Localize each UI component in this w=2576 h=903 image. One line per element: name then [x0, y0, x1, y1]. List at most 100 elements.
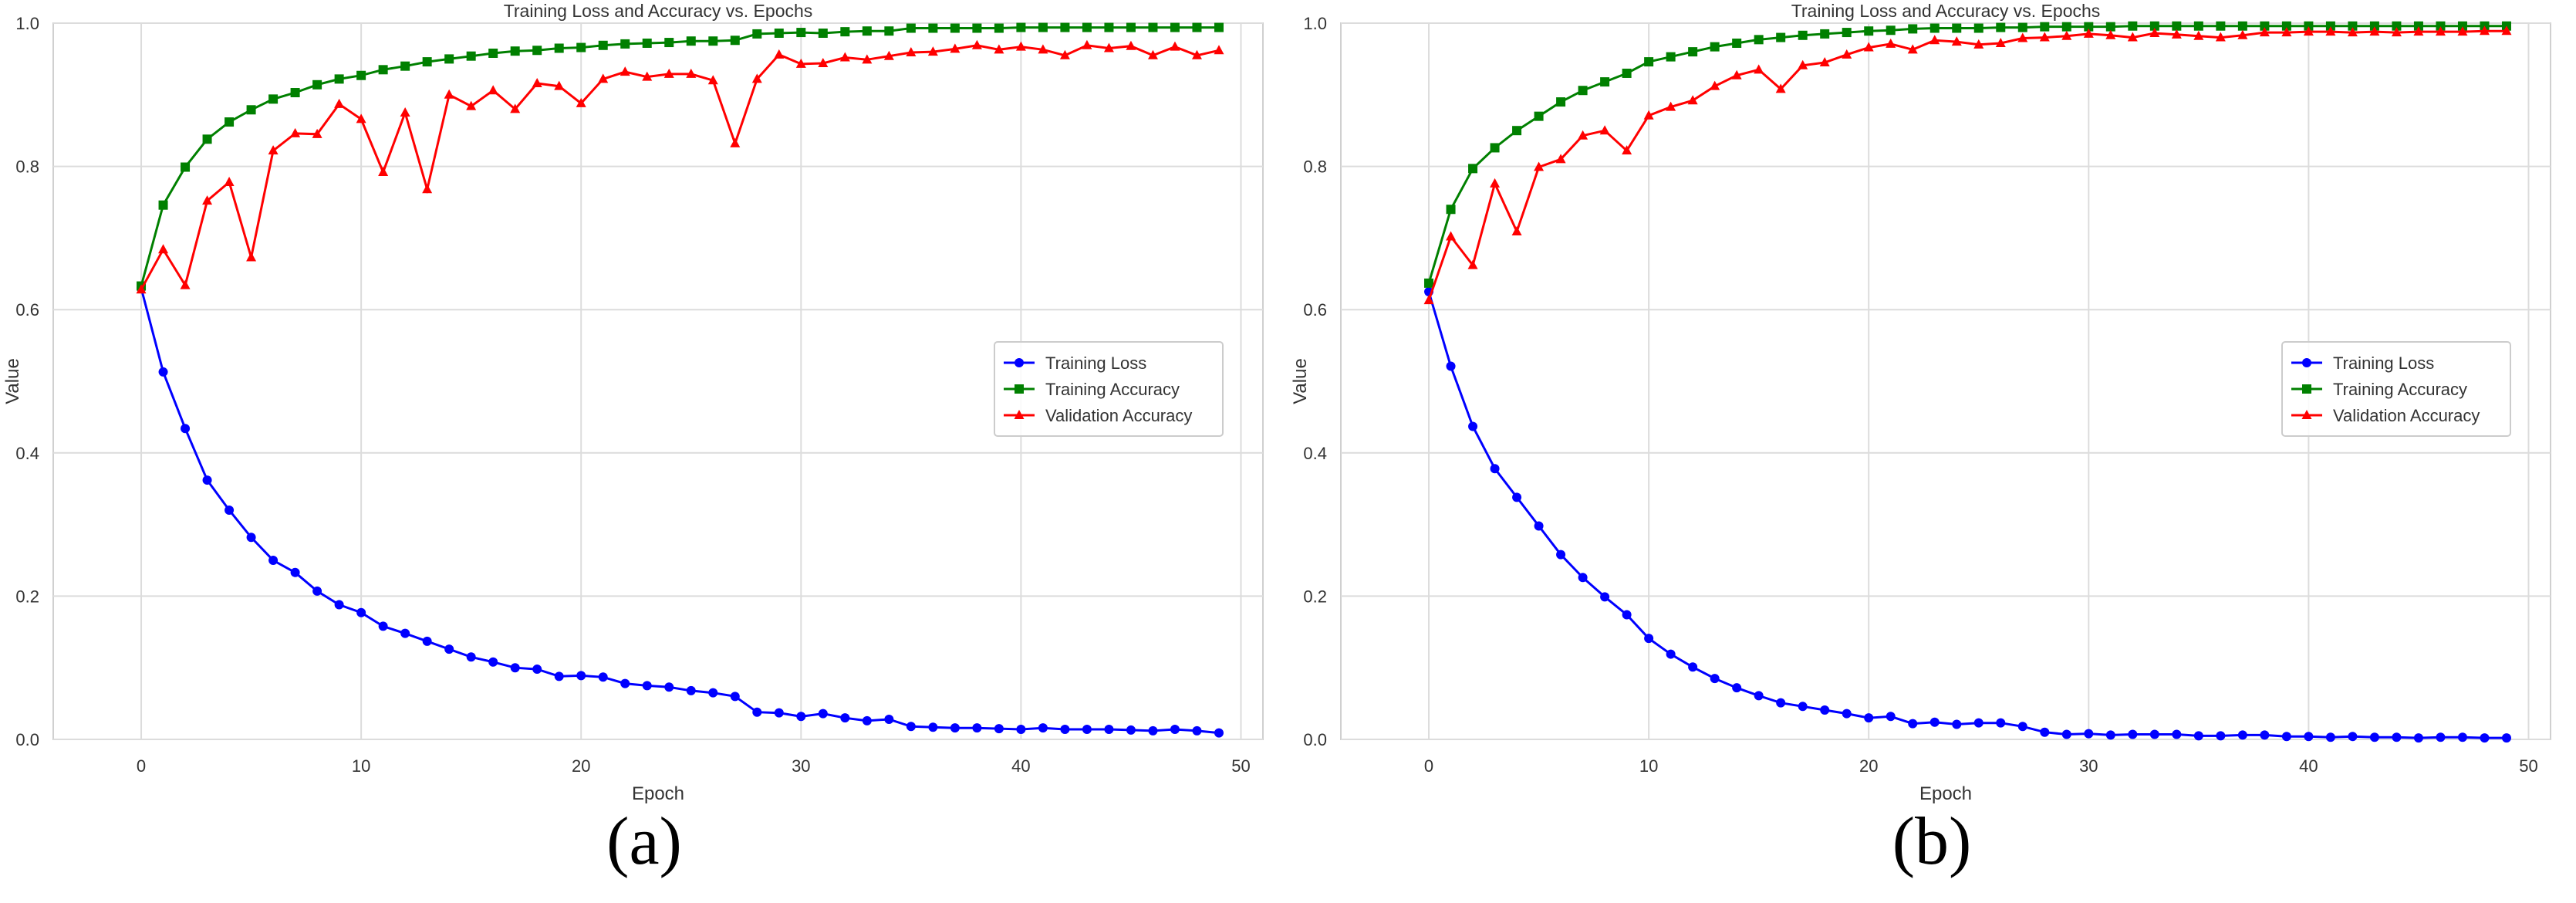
data-point [2061, 729, 2071, 739]
data-point [1082, 22, 1092, 32]
data-point [1468, 421, 1478, 431]
data-point [1622, 68, 1632, 78]
data-point [356, 607, 366, 617]
data-point [2039, 32, 2050, 42]
x-tick-label: 10 [1639, 756, 1658, 776]
data-point [1952, 719, 1962, 729]
data-point [751, 73, 762, 83]
data-point [928, 722, 938, 732]
data-point [1512, 492, 1522, 502]
data-point [1864, 713, 1874, 723]
data-point [510, 103, 521, 113]
data-point [180, 279, 191, 289]
chart-b-y-axis-label: Value [1290, 358, 1311, 404]
data-point [620, 39, 630, 49]
data-point [2391, 27, 2402, 37]
data-point [1490, 143, 1500, 153]
data-point [2281, 732, 2291, 742]
data-point [1103, 42, 1114, 52]
data-point [2302, 358, 2311, 367]
y-tick-label: 0.2 [15, 587, 39, 606]
chart-b-svg: 0 10 20 30 40 50 0.0 0.2 0.4 0.6 0.8 1.0 Training Lo… [1290, 1, 2551, 804]
data-point [1732, 683, 1742, 693]
data-point [2061, 30, 2072, 40]
data-point [884, 26, 894, 36]
data-point [686, 685, 696, 695]
data-point [730, 36, 740, 46]
data-point [752, 707, 762, 717]
data-point [1060, 725, 1070, 735]
data-point [1147, 49, 1158, 59]
data-point [356, 70, 366, 80]
data-point [532, 77, 542, 87]
data-point [334, 98, 345, 108]
data-point [1104, 22, 1114, 32]
data-point [840, 27, 850, 37]
data-point [1754, 64, 1764, 74]
chart-b-title: Training Loss and Accuracy vs. Epochs [1791, 1, 2101, 21]
data-point [598, 73, 609, 83]
data-point [884, 715, 894, 725]
data-point [707, 75, 718, 85]
data-point [2237, 21, 2247, 31]
data-point [1643, 110, 1654, 120]
data-point [2480, 733, 2490, 743]
data-point [488, 85, 498, 95]
data-point [2369, 732, 2379, 742]
data-point [181, 424, 191, 434]
data-point [2304, 732, 2314, 742]
data-point [730, 692, 740, 702]
data-point [378, 167, 389, 177]
y-tick-label: 0.6 [1303, 300, 1327, 320]
data-point [312, 586, 322, 596]
data-point [2435, 26, 2446, 36]
data-point [1556, 97, 1566, 107]
data-point [2281, 27, 2292, 37]
data-point [1842, 709, 1852, 719]
legend-item: Validation Accuracy [2291, 406, 2480, 425]
data-point [1534, 161, 1545, 171]
data-point [2127, 32, 2138, 42]
data-point [1534, 521, 1544, 531]
data-point [2237, 29, 2248, 39]
legend-item: Validation Accuracy [1004, 406, 1192, 425]
data-point [1170, 41, 1180, 51]
legend-label: Validation Accuracy [1045, 406, 1192, 425]
data-point [334, 600, 344, 610]
data-point [136, 284, 147, 294]
data-point [1423, 295, 1434, 305]
data-point [268, 145, 279, 155]
data-point [2348, 21, 2358, 31]
chart-b-x-axis-label: Epoch [1919, 783, 1972, 804]
data-point [1556, 550, 1566, 560]
data-point [774, 49, 785, 59]
chart-b-legend: Training Loss Training Accuracy Validation… [2281, 341, 2511, 437]
data-point [620, 66, 630, 76]
data-point [1059, 49, 1070, 59]
data-point [1864, 26, 1874, 36]
data-point [312, 79, 322, 90]
data-point [1776, 698, 1786, 708]
data-point [1929, 35, 1940, 45]
data-point [1578, 573, 1588, 583]
data-point [2237, 730, 2247, 740]
data-point [686, 68, 697, 78]
data-point [2501, 733, 2511, 743]
data-point [1622, 610, 1632, 620]
data-point [1908, 719, 1918, 729]
data-point [290, 88, 300, 98]
data-point [1446, 361, 1456, 371]
data-point [202, 475, 212, 485]
data-point [1973, 23, 1983, 33]
data-point [1687, 95, 1698, 105]
chart-a-grid [53, 22, 1263, 740]
legend-label: Validation Accuracy [2333, 406, 2480, 425]
data-point [818, 57, 829, 67]
data-point [576, 97, 586, 107]
data-point [1126, 725, 1136, 735]
data-point [1973, 39, 1984, 49]
data-point [1644, 634, 1654, 644]
data-point [1886, 712, 1896, 722]
data-point [598, 40, 608, 50]
data-point [620, 678, 630, 688]
